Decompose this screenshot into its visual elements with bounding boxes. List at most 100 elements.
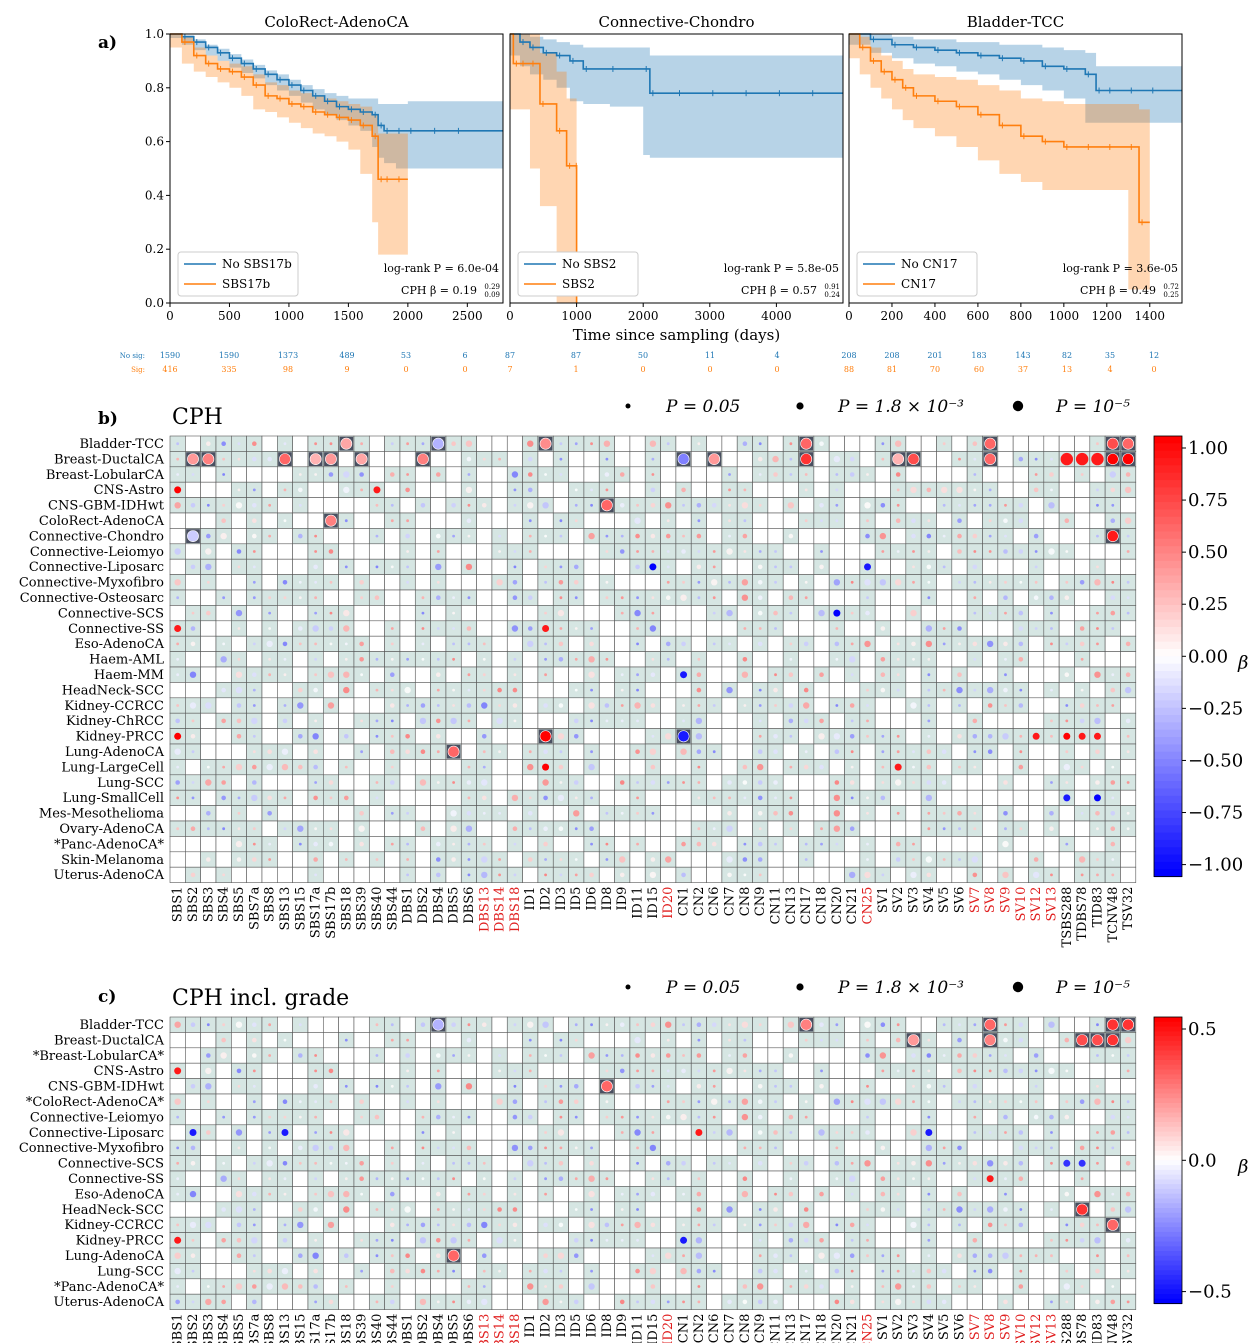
effect-dot [236, 549, 242, 554]
effect-dot [804, 842, 808, 846]
effect-dot [728, 488, 731, 492]
heatmap-cell [430, 820, 447, 837]
effect-dot [390, 811, 394, 815]
heatmap-cell [215, 1078, 232, 1095]
effect-dot [1111, 873, 1115, 877]
heatmap-cell [1120, 497, 1137, 514]
heatmap-cell [460, 728, 477, 745]
effect-dot [957, 1145, 962, 1151]
effect-dot [1111, 1054, 1115, 1057]
heatmap-cell [997, 466, 1014, 483]
atrisk-nosig: 208 [841, 351, 856, 360]
effect-dot [665, 856, 672, 863]
heatmap-cell [997, 759, 1014, 776]
effect-dot [1018, 1130, 1024, 1135]
effect-dot [894, 1098, 902, 1105]
effect-dot [374, 595, 380, 600]
effect-dot [235, 840, 243, 848]
colorbar-step [1154, 781, 1182, 789]
effect-dot [1060, 452, 1074, 466]
effect-dot [390, 627, 394, 630]
effect-dot [879, 1098, 887, 1105]
effect-dot [1050, 873, 1053, 877]
effect-dot [1126, 1115, 1130, 1119]
axes-frame [509, 33, 844, 304]
heatmap-cell [1074, 435, 1091, 452]
heatmap-cell [1120, 789, 1137, 806]
effect-dot [559, 1146, 563, 1150]
heatmap-cell [1043, 435, 1060, 452]
column-label: CN7 [723, 887, 738, 917]
heatmap-cell [767, 1016, 784, 1033]
effect-dot [343, 471, 350, 478]
effect-dot [1034, 565, 1038, 569]
atrisk-sig: 4 [1107, 365, 1112, 374]
heatmap-cell [660, 743, 677, 760]
effect-dot [788, 1238, 794, 1243]
heatmap-cell [1058, 1139, 1075, 1156]
effect-dot [927, 734, 931, 738]
heatmap-cell [890, 1216, 907, 1233]
effect-dot [360, 488, 364, 492]
heatmap-cell [568, 697, 585, 714]
column-label: SV9 [998, 887, 1013, 914]
effect-dot [1034, 1100, 1038, 1104]
effect-dot [283, 1223, 287, 1227]
heatmap-cell [859, 774, 876, 791]
effect-dot [1094, 1237, 1101, 1244]
effect-dot [973, 765, 977, 769]
effect-dot [512, 1114, 518, 1120]
effect-dot [236, 1238, 242, 1243]
effect-dot [758, 1223, 762, 1227]
effect-dot [665, 533, 671, 539]
column-label: ID3 [554, 887, 569, 911]
effect-dot [252, 1037, 257, 1043]
colorbar-step [1154, 480, 1182, 488]
effect-dot [589, 872, 594, 878]
effect-dot [682, 534, 685, 538]
effect-dot [651, 1069, 655, 1073]
effect-dot [482, 688, 486, 692]
effect-dot [605, 1100, 609, 1104]
effect-dot [742, 780, 748, 785]
heatmap-cell [353, 1047, 370, 1064]
atrisk-nosig: 208 [884, 351, 899, 360]
effect-dot [665, 641, 671, 647]
effect-dot [436, 1146, 440, 1150]
effect-dot [542, 502, 549, 509]
heatmap-cell [997, 851, 1014, 868]
effect-dot [452, 596, 456, 600]
effect-dot [1096, 488, 1099, 492]
effect-dot [712, 1223, 716, 1227]
heatmap-cell [721, 558, 738, 575]
effect-dot [789, 473, 793, 476]
effect-dot [450, 717, 457, 725]
heatmap-cell [936, 1032, 953, 1049]
heatmap-cell [951, 712, 968, 729]
heatmap-cell [169, 1032, 186, 1049]
heatmap-cell [1074, 528, 1091, 545]
heatmap-cell [614, 820, 631, 837]
effect-dot [958, 1161, 961, 1165]
effect-dot [1126, 1069, 1130, 1073]
ci-band-0 [510, 34, 843, 158]
row-label: Haem-AML [89, 653, 164, 668]
heatmap-cell [185, 682, 201, 699]
row-label: Lung-LargeCell [61, 760, 164, 775]
heatmap-cell [185, 512, 201, 529]
heatmap-cell [414, 1247, 431, 1264]
effect-dot [758, 1238, 762, 1242]
effect-dot [544, 473, 547, 476]
atrisk-sig: 70 [930, 365, 940, 374]
effect-dot [574, 488, 578, 492]
effect-dot [912, 657, 915, 661]
effect-dot [742, 1053, 748, 1058]
effect-dot [896, 1208, 900, 1211]
heatmap-cell [322, 866, 339, 883]
effect-dot [588, 702, 595, 709]
effect-dot [866, 519, 869, 523]
heatmap-cell [476, 435, 493, 452]
heatmap-cell [399, 759, 416, 776]
row-label: Lung-SCC [97, 776, 164, 791]
heatmap-cell [752, 666, 769, 683]
